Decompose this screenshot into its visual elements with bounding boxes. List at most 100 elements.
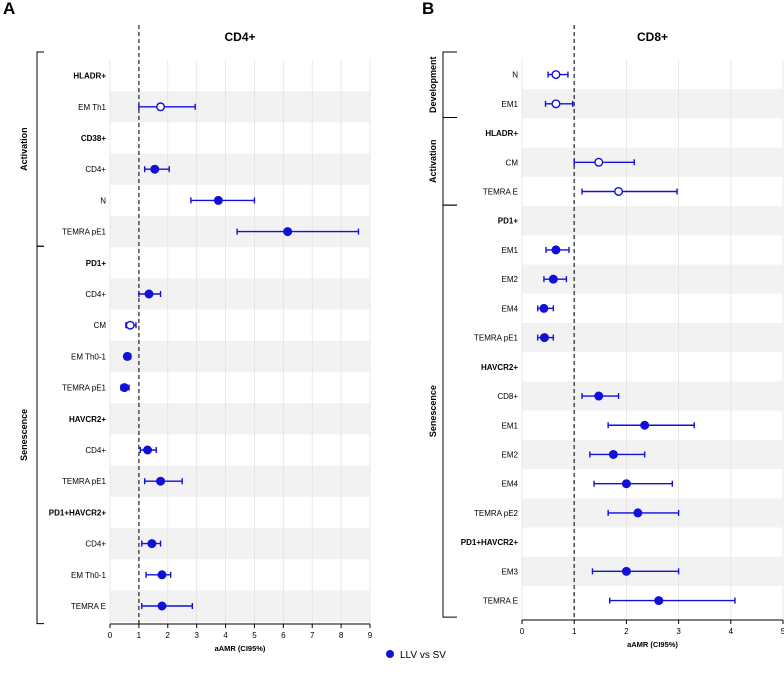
x-tick-label: 5 [252,631,257,640]
point-estimate-filled [147,539,157,549]
row-stripe [522,439,783,470]
point-estimate-filled [551,245,561,255]
point-estimate-filled [150,164,160,174]
x-axis-label: aAMR (CI95%) [215,644,266,653]
panel-letter-a: A [3,0,15,18]
row-label: TEMRA E [483,187,518,196]
row-label: EM2 [502,450,519,459]
row-label: CM [94,321,107,330]
group-bracket [442,51,457,118]
row-label: N [100,196,106,205]
point-estimate-filled [143,445,153,455]
group-bracket [442,204,457,618]
row-label: CD4+ [85,165,106,174]
point-estimate-filled [548,274,558,284]
x-tick-label: 4 [223,631,228,640]
row-label: EM2 [502,275,519,284]
group-label: Senescence [428,385,438,437]
x-tick-label: 9 [368,631,373,640]
row-label: TEMRA pE1 [62,477,107,486]
row-header-label: HAVCR2+ [69,415,106,424]
group-bracket [442,116,457,206]
point-estimate-filled [654,596,664,606]
row-stripe [110,403,370,435]
x-tick-label: 0 [108,631,113,640]
row-label: CD4+ [85,540,106,549]
cd4-chart-title: CD4+ [224,30,255,44]
row-label: TEMRA pE1 [474,334,519,343]
legend-label: LLV vs SV [400,650,446,661]
x-tick-label: 7 [310,631,315,640]
row-header-label: PD1+HAVCR2+ [461,538,519,547]
legend: LLV vs SV [386,650,446,661]
x-tick-label: 4 [729,627,734,636]
row-stripe [522,381,783,411]
point-estimate-filled [122,351,132,361]
cd8-chart-title: CD8+ [637,30,668,44]
row-stripe [522,147,783,177]
row-header-label: HAVCR2+ [481,363,518,372]
group-label: Senescence [19,409,29,461]
point-estimate-filled [608,449,618,459]
point-estimate-filled [157,601,167,611]
row-label: CM [506,158,519,167]
point-estimate-filled [283,227,293,237]
row-label: TEMRA pE2 [474,509,519,518]
point-estimate-filled [539,303,549,313]
x-tick-label: 2 [624,627,629,636]
point-estimate-filled [156,476,166,486]
x-tick-label: 6 [281,631,286,640]
legend-marker-icon [386,650,394,658]
row-header-label: PD1+ [86,259,107,268]
point-estimate-filled [621,479,631,489]
point-estimate-filled [144,289,154,299]
row-label: EM Th1 [78,103,106,112]
cd8-forest-plot: CD8+ 0 1 2 3 4 5 aAMR (CI95%) N EM1 HLADR+ CM TEMRA … [428,25,784,649]
x-tick-label: 0 [520,627,525,636]
point-estimate-filled [640,420,650,430]
row-header-label: PD1+HAVCR2+ [49,508,107,517]
row-label: EM Th0-1 [71,571,107,580]
x-tick-label: 3 [676,627,681,636]
row-label: TEMRA pE1 [62,384,107,393]
point-estimate-filled [539,333,549,343]
point-estimate-filled [119,383,129,393]
row-stripe [110,340,370,372]
group-bracket [36,51,44,247]
row-stripe [522,206,783,236]
point-estimate-open [614,186,624,196]
cd4-forest-plot: CD4+ 0 1 2 3 4 5 6 7 8 9 aAMR (CI95%) HLADR+ EM Th1 CD… [19,25,373,653]
row-label: CD4+ [85,446,106,455]
point-estimate-open [551,99,561,109]
row-stripe [522,322,783,353]
row-label: EM3 [502,567,519,576]
panel-letter-b: B [422,0,434,18]
row-label: EM1 [502,100,519,109]
group-label: Development [428,56,438,113]
point-estimate-filled [621,566,631,576]
row-header-label: HLADR+ [73,72,106,81]
row-label: CD8+ [497,392,518,401]
row-label: TEMRA E [71,602,106,611]
point-estimate-open [156,102,166,112]
point-estimate-filled [594,391,604,401]
row-label: N [512,71,518,80]
row-label: EM1 [502,421,519,430]
point-estimate-filled [157,570,167,580]
x-tick-label: 2 [166,631,171,640]
x-tick-label: 1 [137,631,142,640]
point-estimate-open [125,320,135,330]
row-label: CD4+ [85,290,106,299]
row-label: EM4 [502,480,519,489]
point-estimate-open [594,157,604,167]
x-tick-label: 1 [572,627,577,636]
group-label: Activation [19,127,29,171]
point-estimate-filled [213,195,223,205]
row-label: EM1 [502,246,519,255]
x-tick-label: 3 [194,631,199,640]
x-tick-label: 8 [339,631,344,640]
point-estimate-filled [633,508,643,518]
row-label: TEMRA E [483,597,518,606]
row-header-label: HLADR+ [485,129,518,138]
